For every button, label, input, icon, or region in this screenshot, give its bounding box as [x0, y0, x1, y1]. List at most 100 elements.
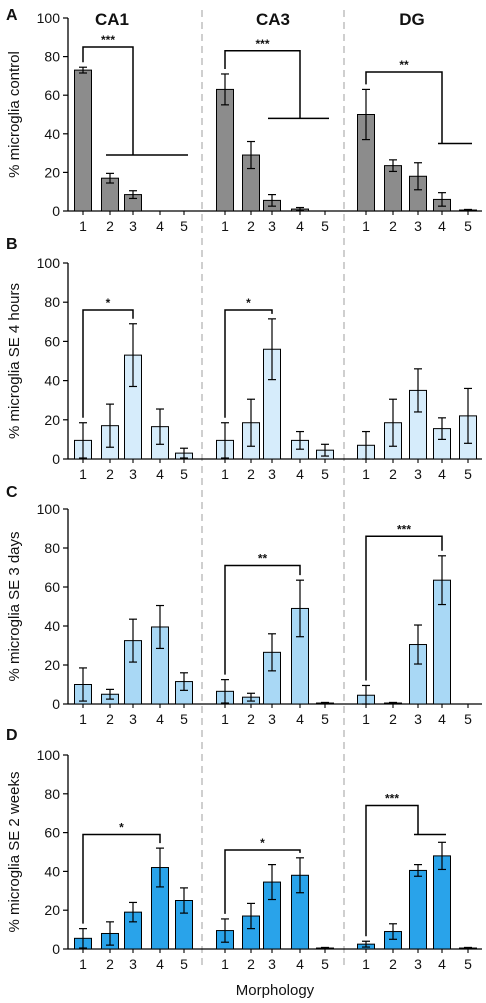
y-tick-label: 20 [44, 657, 60, 673]
bar [409, 869, 427, 950]
region-separators [201, 10, 345, 968]
significance-label: *** [385, 791, 399, 805]
bar [74, 69, 92, 212]
x-tick-label: 1 [362, 711, 370, 727]
x-tick-label: 4 [438, 711, 446, 727]
x-tick-label: 5 [180, 218, 188, 234]
significance-label: ** [399, 58, 409, 72]
panel-letter: A [6, 7, 18, 24]
significance-label: *** [101, 33, 115, 47]
x-tick-label: 5 [464, 711, 472, 727]
x-tick-label: 1 [79, 956, 87, 972]
x-tick-label: 2 [389, 466, 397, 482]
x-tick-label: 3 [414, 466, 422, 482]
panel-letter: D [6, 727, 18, 744]
x-tick-label: 1 [79, 711, 87, 727]
x-tick-label: 5 [321, 218, 329, 234]
y-tick-label: 60 [44, 87, 60, 103]
region-ca3-bars: 1 2 3 4 5*** [216, 37, 329, 234]
x-tick-label: 2 [247, 956, 255, 972]
x-tick-label: 1 [79, 218, 87, 234]
significance-bracket [224, 564, 301, 675]
x-tick-label: 2 [106, 218, 114, 234]
significance-bracket [224, 50, 301, 119]
x-tick-label: 3 [129, 466, 137, 482]
bar [216, 88, 234, 212]
y-tick-label: 0 [52, 203, 60, 219]
region-titles: CA1 CA3 DG [95, 10, 425, 29]
x-tick-label: 5 [321, 711, 329, 727]
region-title-dg: DG [399, 10, 425, 29]
x-tick-label: 2 [389, 711, 397, 727]
x-tick-label: 2 [106, 956, 114, 972]
x-tick-label: 1 [221, 218, 229, 234]
y-tick-label: 20 [44, 412, 60, 428]
y-tick-label: 80 [44, 49, 60, 65]
significance-label: * [246, 296, 251, 310]
x-tick-label: 5 [464, 466, 472, 482]
y-tick-label: 60 [44, 579, 60, 595]
x-tick-label: 3 [129, 711, 137, 727]
x-tick-label: 5 [180, 466, 188, 482]
significance-label: *** [255, 37, 269, 51]
region-dg-bars: 1 2 3 4 5 *** [357, 522, 472, 727]
y-axis-label: % microglia control [6, 51, 23, 178]
y-tick-label: 60 [44, 333, 60, 349]
x-tick-label: 4 [438, 956, 446, 972]
x-tick-label: 3 [268, 956, 276, 972]
y-axis-label: % microglia SE 4 hours [6, 283, 23, 439]
x-tick-label: 2 [389, 218, 397, 234]
panel-letter: C [6, 484, 18, 501]
x-tick-label: 4 [438, 218, 446, 234]
region-ca3-bars: 1 2 3 4 5* [216, 296, 334, 482]
x-tick-label: 4 [296, 711, 304, 727]
x-tick-label: 4 [156, 956, 164, 972]
panel-letter: B [6, 236, 18, 253]
x-tick-label: 1 [79, 466, 87, 482]
y-tick-label: 40 [44, 373, 60, 389]
x-tick-label: 3 [414, 218, 422, 234]
x-tick-label: 3 [414, 711, 422, 727]
x-tick-label: 5 [464, 218, 472, 234]
y-tick-label: 100 [37, 255, 61, 271]
y-tick-label: 100 [37, 501, 61, 517]
x-tick-label: 1 [221, 956, 229, 972]
x-tick-label: 5 [180, 711, 188, 727]
region-ca1-bars: 1 2 3 4 5 *** [74, 33, 188, 234]
x-tick-label: 3 [129, 956, 137, 972]
y-tick-label: 20 [44, 164, 60, 180]
y-tick-label: 40 [44, 618, 60, 634]
y-tick-label: 0 [52, 451, 60, 467]
y-tick-label: 80 [44, 540, 60, 556]
x-tick-label: 5 [321, 956, 329, 972]
significance-bracket [224, 849, 301, 914]
significance-label: * [106, 296, 111, 310]
region-dg-bars: 1 2 3 4 5 ** [357, 58, 477, 234]
region-title-ca1: CA1 [95, 10, 129, 29]
x-tick-label: 5 [321, 466, 329, 482]
x-tick-label: 4 [296, 466, 304, 482]
x-tick-label: 4 [438, 466, 446, 482]
x-tick-label: 2 [106, 466, 114, 482]
x-tick-label: 4 [296, 956, 304, 972]
x-tick-label: 2 [247, 466, 255, 482]
x-tick-label: 4 [156, 218, 164, 234]
x-axis-label: Morphology [236, 982, 315, 999]
x-tick-label: 2 [106, 711, 114, 727]
significance-label: ** [258, 552, 268, 566]
x-tick-label: 4 [296, 218, 304, 234]
x-tick-label: 4 [156, 466, 164, 482]
y-tick-label: 100 [37, 10, 61, 26]
x-tick-label: 3 [129, 218, 137, 234]
region-title-ca3: CA3 [256, 10, 290, 29]
region-ca3-bars: 1 2 3 4 5* [216, 836, 334, 972]
y-tick-label: 100 [37, 747, 61, 763]
significance-bracket [82, 833, 161, 924]
y-tick-label: 0 [52, 696, 60, 712]
x-tick-label: 1 [362, 218, 370, 234]
